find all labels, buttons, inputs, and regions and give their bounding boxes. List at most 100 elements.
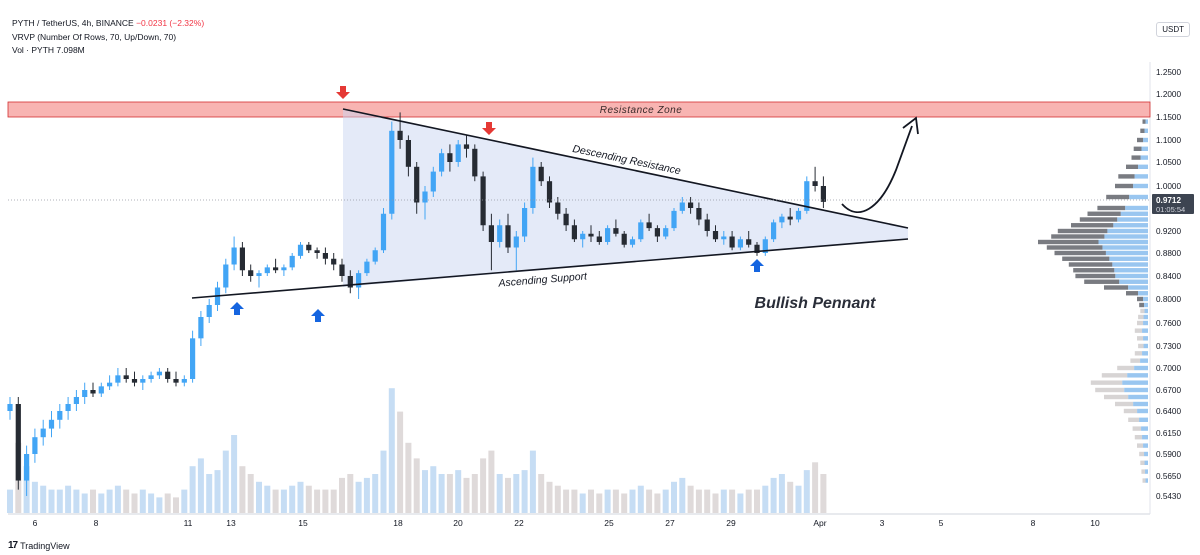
resistance-zone <box>7 101 1151 118</box>
profile-down-bar <box>1054 250 1106 256</box>
volume-bar <box>222 450 229 513</box>
candle-body <box>613 228 619 234</box>
volume-bar <box>438 474 445 513</box>
volume-bar <box>48 489 55 513</box>
candle-body <box>596 236 602 242</box>
candle-body <box>779 216 785 223</box>
volume-bar <box>380 450 387 513</box>
candle-body <box>115 375 121 383</box>
volume-bar <box>554 485 561 513</box>
volume-bar <box>745 489 752 513</box>
candle-body <box>804 181 810 211</box>
profile-down-bar <box>1140 460 1145 465</box>
plot-area <box>8 62 1150 514</box>
time-tick-label: 5 <box>939 518 944 528</box>
volume-bar <box>704 489 711 513</box>
profile-down-bar <box>1087 211 1121 216</box>
volume-bar <box>148 493 155 513</box>
volume-bar <box>355 481 362 513</box>
volume-bar <box>247 474 254 513</box>
volume-bar <box>164 493 171 513</box>
profile-down-bar <box>1142 478 1146 483</box>
volume-bar <box>729 489 736 513</box>
volume-bar <box>662 489 669 513</box>
volume-bar <box>256 481 262 513</box>
volume-bar <box>363 477 370 513</box>
profile-up-bar <box>1127 373 1148 378</box>
price-tick-label: 0.8400 <box>1156 272 1181 281</box>
volume-bar <box>197 458 204 513</box>
candle-body <box>721 236 727 240</box>
volume-bar <box>621 493 628 513</box>
profile-up-bar <box>1144 302 1148 308</box>
profile-down-bar <box>1137 137 1144 143</box>
candle-body <box>190 338 196 379</box>
candle-body <box>397 130 403 140</box>
profile-up-bar <box>1143 314 1148 320</box>
quote-currency-button[interactable]: USDT <box>1156 22 1190 37</box>
profile-down-bar <box>1057 228 1108 234</box>
volume-bar <box>737 493 744 513</box>
profile-down-bar <box>1133 146 1142 151</box>
profile-down-bar <box>1084 279 1120 284</box>
price-tick-label: 1.2000 <box>1156 90 1181 99</box>
volume-bar <box>123 489 130 513</box>
time-tick-label: 6 <box>33 518 38 528</box>
profile-down-bar <box>1079 217 1118 222</box>
candle-body <box>131 379 138 383</box>
price-tick-label: 0.6700 <box>1156 386 1181 395</box>
candle-body <box>480 176 486 226</box>
volume-bar <box>40 485 47 513</box>
profile-up-bar <box>1128 285 1148 290</box>
candle-body <box>605 228 611 242</box>
volume-bar <box>538 474 545 513</box>
candle-body <box>339 264 345 276</box>
volume-bar <box>139 489 146 513</box>
profile-up-bar <box>1144 451 1148 457</box>
profile-up-bar <box>1113 223 1148 228</box>
tradingview-mark-icon: 17 <box>8 540 18 551</box>
candle-body <box>679 202 685 211</box>
candle-body <box>7 404 13 411</box>
profile-up-bar <box>1138 291 1148 296</box>
candle-body <box>422 191 428 203</box>
volume-bar <box>612 489 619 513</box>
candle-body <box>32 437 38 454</box>
volume-bar <box>231 435 238 513</box>
price-tick-label: 0.5650 <box>1156 472 1181 481</box>
candle-body <box>414 166 420 203</box>
price-tick-label: 1.0000 <box>1156 182 1181 191</box>
blue-up-arrow-icon <box>311 309 325 322</box>
profile-down-bar <box>1138 314 1144 320</box>
volume-bar <box>56 489 63 513</box>
profile-down-bar <box>1090 380 1123 385</box>
volume-bar <box>604 489 611 513</box>
candle-body <box>588 233 594 237</box>
profile-up-bar <box>1141 146 1148 151</box>
candle-body <box>771 222 777 240</box>
red-down-arrow-icon <box>482 122 496 135</box>
profile-down-bar <box>1140 308 1145 314</box>
volume-bar <box>679 477 686 513</box>
profile-down-bar <box>1134 328 1143 333</box>
profile-down-bar <box>1137 320 1144 326</box>
price-tick-label: 0.5900 <box>1156 450 1181 459</box>
candle-body <box>107 382 113 387</box>
time-tick-label: 15 <box>298 518 308 528</box>
candle-body <box>123 375 129 379</box>
time-tick-label: 25 <box>604 518 614 528</box>
blue-up-arrow-icon <box>750 259 764 272</box>
candle-body <box>65 404 71 411</box>
candle-body <box>380 213 387 251</box>
candle-body <box>322 253 328 259</box>
profile-up-bar <box>1124 387 1148 393</box>
candle-body <box>140 379 146 383</box>
tradingview-logo[interactable]: 17 TradingView <box>8 540 70 551</box>
profile-up-bar <box>1142 351 1148 356</box>
candle-body <box>663 228 669 237</box>
time-tick-label: 3 <box>880 518 885 528</box>
volume-bar <box>7 489 13 513</box>
candle-body <box>505 225 511 248</box>
candle-body <box>430 171 436 192</box>
